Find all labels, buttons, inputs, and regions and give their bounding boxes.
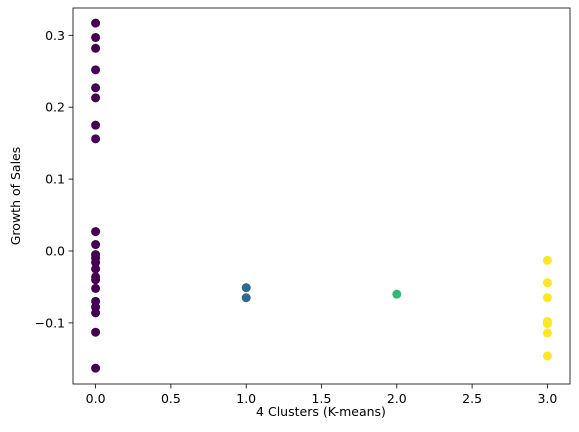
cluster-2-point xyxy=(392,289,402,299)
cluster-3-point xyxy=(542,278,552,288)
cluster-3-point xyxy=(542,319,552,329)
x-tick-label: 3.0 xyxy=(537,391,557,406)
cluster-3-point xyxy=(542,351,552,361)
x-tick-label: 1.5 xyxy=(312,391,332,406)
cluster-1-point xyxy=(241,293,251,303)
cluster-0-point xyxy=(91,283,101,293)
x-tick-label: 0.5 xyxy=(161,391,181,406)
cluster-0-point xyxy=(91,327,101,337)
x-tick-label: 2.0 xyxy=(387,391,407,406)
y-tick-label: −0.1 xyxy=(35,315,65,330)
cluster-0-point xyxy=(91,32,101,42)
cluster-3-point xyxy=(542,293,552,303)
cluster-0-point xyxy=(91,43,101,53)
x-tick-label: 0.0 xyxy=(86,391,106,406)
x-tick-label: 1.0 xyxy=(236,391,256,406)
cluster-0-point xyxy=(91,227,101,237)
y-axis: −0.1 0.0 0.1 0.2 0.3 xyxy=(35,28,73,330)
x-axis: 0.0 0.5 1.0 1.5 2.0 2.5 3.0 xyxy=(86,384,557,406)
y-tick-label: 0.2 xyxy=(45,100,65,115)
x-axis-label: 4 Clusters (K-means) xyxy=(256,404,386,419)
cluster-0-point xyxy=(91,258,101,268)
cluster-0-point xyxy=(91,120,101,130)
cluster-0-point xyxy=(91,308,101,318)
cluster-1-point xyxy=(241,283,251,293)
cluster-0-point xyxy=(91,18,101,28)
cluster-0-point xyxy=(91,275,101,285)
plot-frame xyxy=(72,7,571,385)
y-tick-label: 0.0 xyxy=(45,243,65,258)
x-tick-label: 2.5 xyxy=(462,391,482,406)
cluster-0-point xyxy=(91,65,101,75)
y-tick-label: 0.3 xyxy=(45,28,65,43)
cluster-0-point xyxy=(91,83,101,93)
plot-area xyxy=(72,7,571,385)
cluster-3-point xyxy=(542,328,552,338)
cluster-0-point xyxy=(91,363,101,373)
data-points xyxy=(91,18,552,373)
cluster-0-point xyxy=(91,240,101,250)
cluster-3-point xyxy=(542,255,552,265)
cluster-0-point xyxy=(91,93,101,103)
cluster-0-point xyxy=(91,264,101,274)
cluster-0-point xyxy=(91,134,101,144)
y-axis-label: Growth of Sales xyxy=(8,147,23,246)
y-tick-label: 0.1 xyxy=(45,172,65,187)
